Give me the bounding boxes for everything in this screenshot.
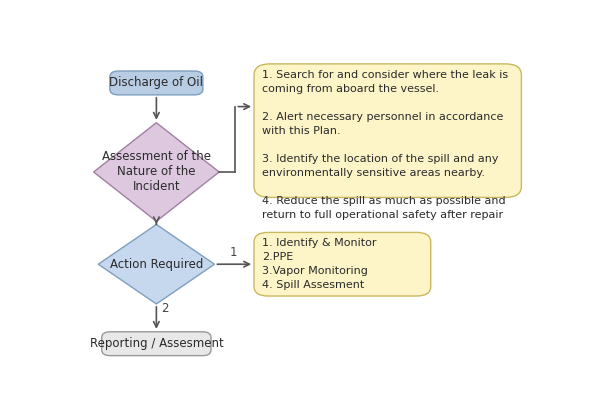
Text: 1. Identify & Monitor
2.PPE
3.Vapor Monitoring
4. Spill Assesment: 1. Identify & Monitor 2.PPE 3.Vapor Moni… bbox=[262, 238, 377, 290]
Polygon shape bbox=[94, 123, 219, 221]
Text: Reporting / Assesment: Reporting / Assesment bbox=[89, 337, 223, 350]
Text: Action Required: Action Required bbox=[110, 258, 203, 271]
Text: Assessment of the
Nature of the
Incident: Assessment of the Nature of the Incident bbox=[102, 150, 211, 194]
FancyBboxPatch shape bbox=[102, 332, 211, 356]
FancyBboxPatch shape bbox=[254, 64, 521, 197]
Polygon shape bbox=[98, 225, 215, 304]
FancyBboxPatch shape bbox=[110, 71, 203, 95]
Text: 1. Search for and consider where the leak is
coming from aboard the vessel.

2. : 1. Search for and consider where the lea… bbox=[262, 70, 509, 220]
Text: 1: 1 bbox=[230, 246, 237, 259]
Text: 2: 2 bbox=[161, 301, 169, 315]
Text: Discharge of Oil: Discharge of Oil bbox=[109, 76, 203, 90]
FancyBboxPatch shape bbox=[254, 233, 431, 296]
